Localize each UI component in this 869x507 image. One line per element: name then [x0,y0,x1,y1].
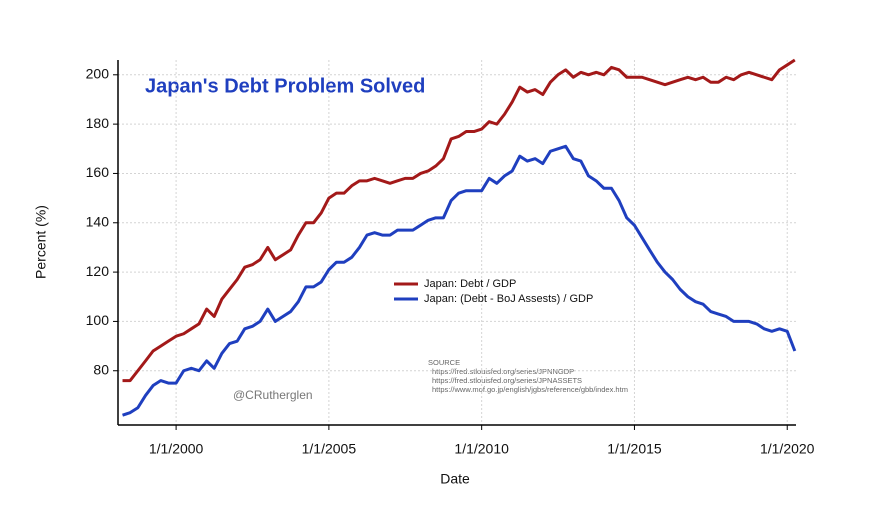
x-tick-label: 1/1/2000 [149,441,204,457]
y-tick-label: 180 [86,115,110,131]
y-tick-label: 100 [86,312,110,328]
y-tick-label: 120 [86,263,110,279]
y-tick-label: 80 [93,361,109,377]
legend-label: Japan: Debt / GDP [424,278,516,290]
x-tick-label: 1/1/2005 [302,441,357,457]
chart-title: Japan's Debt Problem Solved [145,75,425,97]
series-line [122,58,796,383]
y-tick-label: 160 [86,164,110,180]
y-tick-label: 200 [86,66,110,82]
watermark: @CRutherglen [233,388,313,402]
x-axis-label: Date [440,471,470,487]
y-tick-label: 140 [86,213,110,229]
source-text: https://www.mof.go.jp/english/jgbs/refer… [432,385,628,394]
series-line [122,144,797,417]
source-text: SOURCE [428,358,460,367]
x-tick-label: 1/1/2015 [607,441,662,457]
source-text: https://fred.stlouisfed.org/series/JPNNG… [432,367,574,376]
x-tick-label: 1/1/2010 [454,441,509,457]
x-tick-label: 1/1/2020 [760,441,815,457]
y-axis-label: Percent (%) [33,205,49,279]
source-text: https://fred.stlouisfed.org/series/JPNAS… [432,376,582,385]
legend-label: Japan: (Debt - BoJ Assests) / GDP [424,293,593,305]
